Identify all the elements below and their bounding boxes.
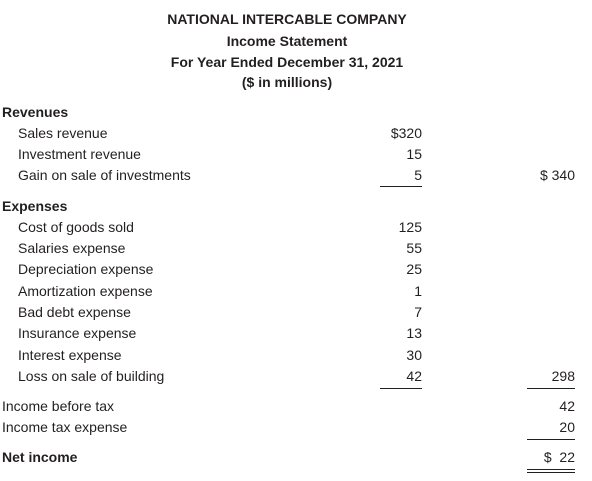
line-item-label: Loss on sale of building (18, 368, 165, 384)
income-tax-expense-value: 20 (559, 419, 575, 435)
statement-units: ($ in millions) (241, 74, 333, 90)
net-income-value: $ 22 (543, 449, 575, 465)
line-item-label: Bad debt expense (18, 304, 131, 320)
income-tax-expense-label: Income tax expense (2, 419, 128, 435)
line-item-label: Sales revenue (18, 125, 108, 141)
line-item-label: Insurance expense (18, 325, 137, 341)
net-income-double-rule-top (527, 469, 575, 470)
line-item-amount: 15 (406, 146, 422, 162)
statement-period: For Year Ended December 31, 2021 (170, 54, 404, 70)
line-item-amount: 1 (414, 283, 422, 299)
net-income-double-rule-bottom (527, 472, 575, 473)
line-item-label: Salaries expense (18, 240, 126, 256)
line-item-label: Interest expense (18, 347, 122, 363)
expenses-total-rule (527, 388, 575, 389)
expenses-subtotal-rule (380, 388, 422, 389)
line-item-amount: 13 (406, 325, 422, 341)
line-item-amount: $320 (390, 125, 422, 141)
statement-title: Income Statement (226, 33, 348, 49)
line-item-label: Depreciation expense (18, 261, 154, 277)
revenues-subtotal-rule (380, 186, 422, 187)
line-item-amount: 5 (414, 167, 422, 183)
line-item-label: Gain on sale of investments (18, 167, 191, 183)
expenses-heading: Expenses (2, 198, 68, 214)
company-name: NATIONAL INTERCABLE COMPANY (167, 11, 407, 27)
line-item-amount: 30 (406, 347, 422, 363)
expenses-total: 298 (551, 368, 575, 384)
line-item-label: Amortization expense (18, 283, 153, 299)
line-item-amount: 42 (406, 368, 422, 384)
income-before-tax-label: Income before tax (2, 398, 115, 414)
revenues-total: $ 340 (539, 167, 575, 183)
line-item-label: Cost of goods sold (18, 219, 134, 235)
line-item-amount: 25 (406, 261, 422, 277)
line-item-label: Investment revenue (18, 146, 141, 162)
line-item-amount: 7 (414, 304, 422, 320)
revenues-heading: Revenues (2, 104, 69, 120)
line-item-amount: 55 (406, 240, 422, 256)
line-item-amount: 125 (398, 219, 422, 235)
tax-rule (527, 439, 575, 440)
net-income-label: Net income (2, 449, 78, 465)
income-before-tax-value: 42 (559, 398, 575, 414)
